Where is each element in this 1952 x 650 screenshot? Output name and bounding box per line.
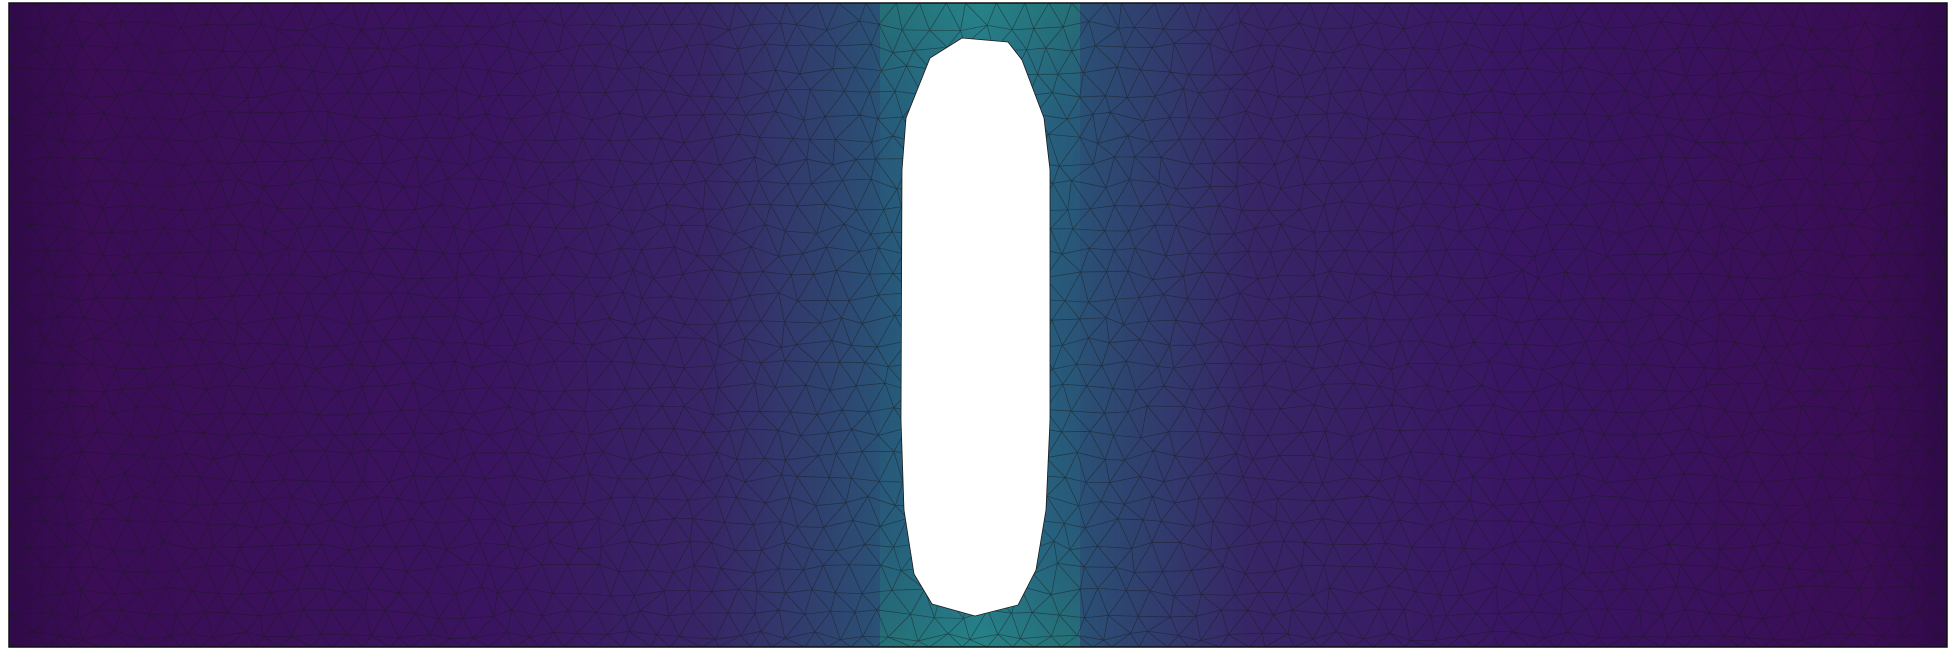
slot-hole	[900, 37, 1051, 617]
plate-border	[8, 2, 1948, 648]
